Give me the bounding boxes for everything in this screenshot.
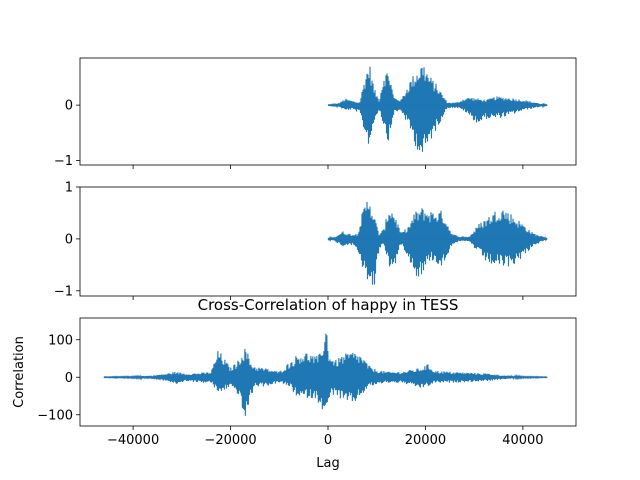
y-tick-label: −1 [54, 284, 73, 299]
subplot-2: −1 0 1 [54, 181, 577, 300]
y-tick-label: −100 [37, 408, 73, 423]
x-tick-label: −20000 [204, 433, 256, 448]
signal-series-line [327, 201, 548, 285]
signal-series-line [103, 333, 548, 416]
y-tick-label: 1 [65, 181, 73, 196]
x-tick-label: 40000 [502, 433, 543, 448]
x-tick-label: 0 [324, 433, 332, 448]
x-tick-label: −40000 [107, 433, 159, 448]
x-axis-label: Lag [316, 456, 339, 471]
y-tick-label: −1 [54, 154, 73, 169]
y-tick-label: 0 [65, 99, 73, 114]
subplot-1: −1 0 [54, 57, 577, 169]
chart-title: Cross-Correlation of happy in TESS [198, 296, 459, 314]
y-tick-label: 100 [48, 333, 73, 348]
y-axis-label: Correlation [12, 336, 27, 408]
subplot-3: −40000 −20000 0 20000 40000 −100 0 100 [37, 317, 577, 448]
signal-series-line [327, 66, 548, 152]
y-tick-label: 0 [65, 371, 73, 386]
x-tick-label: 20000 [405, 433, 446, 448]
y-tick-label: 0 [65, 232, 73, 247]
